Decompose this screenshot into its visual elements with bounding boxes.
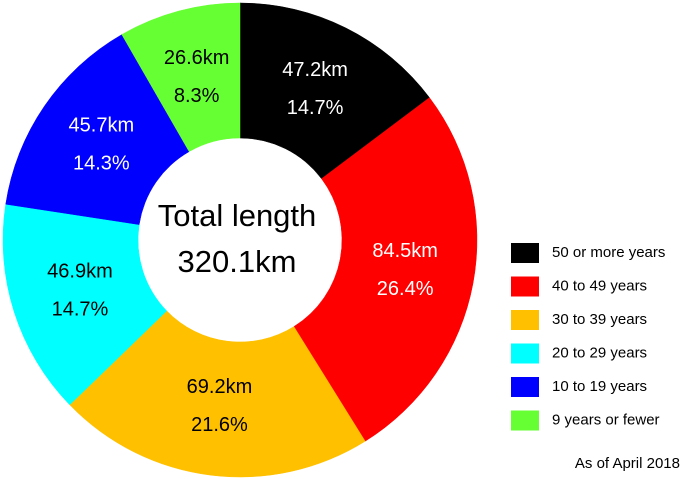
legend-label: 9 years or fewer	[552, 411, 660, 428]
legend-label: 30 to 39 years	[552, 311, 647, 328]
value-label: 69.2km	[187, 376, 253, 398]
share-label: 21.6%	[191, 414, 248, 436]
legend-label: 40 to 49 years	[552, 277, 647, 294]
legend-label: 10 to 19 years	[552, 378, 647, 395]
value-label: 45.7km	[69, 114, 135, 136]
legend-swatch	[511, 243, 539, 263]
slice	[69, 310, 366, 478]
legend-label: 20 to 29 years	[552, 344, 647, 361]
donut	[2, 2, 478, 478]
legend-swatch	[511, 310, 539, 330]
legend: 50 or more years 40 to 49 years 30 to 39 y…	[511, 243, 665, 431]
slice	[293, 97, 478, 442]
value-label: 84.5km	[372, 240, 438, 262]
slice	[2, 203, 168, 406]
share-label: 14.7%	[52, 298, 109, 320]
legend-swatch	[511, 343, 539, 364]
legend-label: 50 or more years	[552, 244, 665, 261]
legend-swatch	[511, 377, 539, 397]
slice-labels: 47.2km 14.7% 84.5km 26.4% 69.2km 21.6% 46.9km 1…	[47, 47, 438, 436]
share-label: 8.3%	[174, 85, 220, 107]
value-label: 46.9km	[47, 260, 113, 282]
slice	[5, 34, 190, 225]
legend-swatch	[511, 410, 539, 431]
share-label: 26.4%	[377, 278, 434, 300]
center-value: 320.1km	[178, 244, 297, 279]
center-title: Total length	[158, 198, 317, 233]
value-label: 47.2km	[282, 59, 348, 81]
legend-swatch	[511, 276, 539, 297]
note: As of April 2018	[575, 455, 680, 472]
slice	[121, 2, 241, 152]
value-label: 26.6km	[164, 47, 230, 69]
share-label: 14.3%	[73, 152, 130, 174]
slice	[239, 2, 430, 180]
share-label: 14.7%	[287, 97, 344, 119]
